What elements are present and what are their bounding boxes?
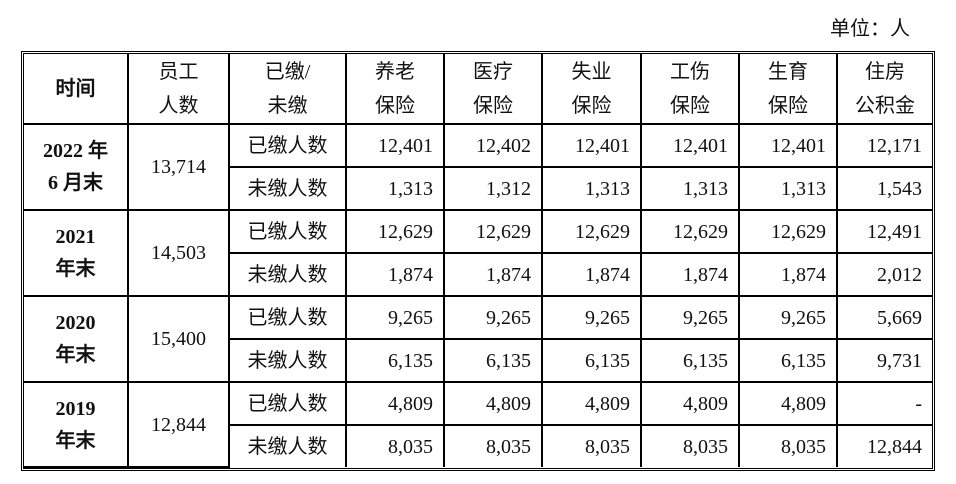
period-cell: 2020 年末 bbox=[24, 295, 129, 383]
employee-count: 15,400 bbox=[127, 295, 230, 383]
value-cell: 8,035 bbox=[738, 424, 838, 467]
header-employees: 员工 人数 bbox=[127, 54, 230, 125]
status-type: 未缴人数 bbox=[229, 252, 347, 297]
value-cell: 12,171 bbox=[836, 123, 932, 168]
value-cell: 9,265 bbox=[541, 295, 642, 340]
value-cell: 8,035 bbox=[443, 424, 543, 467]
table-row: 2019 年末 12,844 已缴人数 4,809 4,809 4,809 4,809 4,80… bbox=[24, 381, 932, 468]
status-type: 未缴人数 bbox=[229, 166, 347, 211]
value-cell: 1,312 bbox=[443, 166, 543, 211]
unit-label: 单位：人 bbox=[830, 18, 910, 40]
employee-count: 13,714 bbox=[127, 123, 230, 211]
value-cell: 8,035 bbox=[640, 424, 740, 467]
header-medical: 医疗 保险 bbox=[443, 54, 543, 125]
header-maternity: 生育 保险 bbox=[738, 54, 838, 125]
value-cell: 1,874 bbox=[443, 252, 543, 297]
status-type: 未缴人数 bbox=[229, 424, 347, 467]
value-cell: 12,402 bbox=[443, 123, 543, 168]
value-cell: 6,135 bbox=[443, 338, 543, 383]
social-insurance-table: 时间 员工 人数 已缴/未缴 养老 保险 医疗 保险 失业 保险 工伤 保险 生育 保险 住… bbox=[21, 51, 935, 471]
value-cell: - bbox=[836, 381, 932, 426]
value-cell: 9,265 bbox=[345, 295, 445, 340]
status-type: 未缴人数 bbox=[229, 338, 347, 383]
table-row: 2021 年末 14,503 已缴人数 12,629 12,629 12,629 12,629… bbox=[24, 209, 932, 297]
value-cell: 12,491 bbox=[836, 209, 932, 254]
value-cell: 4,809 bbox=[640, 381, 740, 426]
value-cell: 2,012 bbox=[836, 252, 932, 297]
value-cell: 12,629 bbox=[345, 209, 445, 254]
value-cell: 1,313 bbox=[541, 166, 642, 211]
value-cell: 6,135 bbox=[541, 338, 642, 383]
value-cell: 1,874 bbox=[345, 252, 445, 297]
period-cell: 2019 年末 bbox=[24, 381, 129, 468]
table-row: 未缴人数 6,135 6,135 6,135 6,135 6,135 9,731 bbox=[24, 338, 932, 383]
value-cell: 4,809 bbox=[443, 381, 543, 426]
value-cell: 12,401 bbox=[541, 123, 642, 168]
value-cell: 12,629 bbox=[738, 209, 838, 254]
value-cell: 9,265 bbox=[443, 295, 543, 340]
table-row: 未缴人数 8,035 8,035 8,035 8,035 8,035 12,844 bbox=[24, 424, 932, 467]
value-cell: 12,844 bbox=[836, 424, 932, 467]
status-type: 已缴人数 bbox=[228, 381, 347, 426]
value-cell: 1,313 bbox=[738, 166, 838, 211]
header-time: 时间 bbox=[24, 54, 129, 125]
value-cell: 4,809 bbox=[345, 381, 445, 426]
header-row: 时间 员工 人数 已缴/未缴 养老 保险 医疗 保险 失业 保险 工伤 保险 生育 保险 住… bbox=[24, 54, 932, 125]
value-cell: 12,401 bbox=[738, 123, 838, 168]
table-row: 2020 年末 15,400 已缴人数 9,265 9,265 9,265 9,265 9,26… bbox=[24, 295, 932, 383]
value-cell: 4,809 bbox=[738, 381, 838, 426]
employee-count: 14,503 bbox=[127, 209, 230, 297]
header-injury: 工伤 保险 bbox=[640, 54, 740, 125]
status-type: 已缴人数 bbox=[228, 209, 347, 254]
value-cell: 6,135 bbox=[345, 338, 445, 383]
value-cell: 1,874 bbox=[541, 252, 642, 297]
value-cell: 9,265 bbox=[640, 295, 740, 340]
value-cell: 12,629 bbox=[443, 209, 543, 254]
value-cell: 5,669 bbox=[836, 295, 932, 340]
value-cell: 12,401 bbox=[345, 123, 445, 168]
value-cell: 12,401 bbox=[640, 123, 740, 168]
value-cell: 1,313 bbox=[640, 166, 740, 211]
header-unemployment: 失业 保险 bbox=[541, 54, 642, 125]
value-cell: 1,874 bbox=[640, 252, 740, 297]
status-type: 已缴人数 bbox=[228, 295, 347, 340]
value-cell: 8,035 bbox=[345, 424, 445, 467]
period-cell: 2021 年末 bbox=[24, 209, 129, 297]
header-pension: 养老 保险 bbox=[345, 54, 445, 125]
value-cell: 12,629 bbox=[640, 209, 740, 254]
value-cell: 6,135 bbox=[738, 338, 838, 383]
value-cell: 1,313 bbox=[345, 166, 445, 211]
header-status: 已缴/未缴 bbox=[228, 54, 347, 125]
value-cell: 12,629 bbox=[541, 209, 642, 254]
value-cell: 8,035 bbox=[541, 424, 642, 467]
value-cell: 6,135 bbox=[640, 338, 740, 383]
table-row: 未缴人数 1,313 1,312 1,313 1,313 1,313 1,543 bbox=[24, 166, 932, 211]
value-cell: 1,874 bbox=[738, 252, 838, 297]
employee-count: 12,844 bbox=[127, 381, 230, 468]
status-type: 已缴人数 bbox=[228, 123, 347, 168]
value-cell: 9,265 bbox=[738, 295, 838, 340]
value-cell: 1,543 bbox=[836, 166, 932, 211]
header-housing-fund: 住房 公积金 bbox=[836, 54, 932, 125]
value-cell: 4,809 bbox=[541, 381, 642, 426]
value-cell: 9,731 bbox=[836, 338, 932, 383]
table-row: 未缴人数 1,874 1,874 1,874 1,874 1,874 2,012 bbox=[24, 252, 932, 297]
